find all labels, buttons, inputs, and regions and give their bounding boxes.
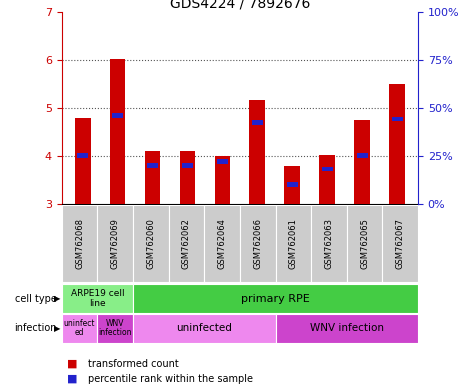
Bar [169, 205, 204, 282]
Text: percentile rank within the sample: percentile rank within the sample [88, 374, 253, 384]
Bar [97, 205, 133, 282]
Bar [249, 100, 265, 204]
Bar [110, 59, 125, 204]
Bar [311, 205, 347, 282]
Bar [133, 284, 418, 313]
Bar [77, 153, 88, 158]
Text: cell type: cell type [15, 293, 57, 304]
Text: GSM762064: GSM762064 [218, 218, 227, 269]
Bar [204, 205, 240, 282]
Text: ▶: ▶ [54, 294, 61, 303]
Bar [276, 314, 418, 343]
Bar [62, 314, 97, 343]
Bar [252, 121, 263, 125]
Bar [322, 167, 332, 171]
Bar [276, 205, 311, 282]
Bar [357, 153, 368, 158]
Text: GSM762063: GSM762063 [324, 218, 333, 269]
Bar [62, 205, 97, 282]
Bar [347, 205, 382, 282]
Text: infection: infection [15, 323, 57, 333]
Text: GSM762069: GSM762069 [111, 218, 120, 269]
Text: uninfect
ed: uninfect ed [64, 319, 95, 337]
Bar [133, 314, 276, 343]
Bar [240, 205, 276, 282]
Text: WNV
infection: WNV infection [98, 319, 132, 337]
Title: GDS4224 / 7892676: GDS4224 / 7892676 [170, 0, 310, 10]
Text: GSM762062: GSM762062 [182, 218, 191, 269]
Text: WNV infection: WNV infection [310, 323, 384, 333]
Text: ARPE19 cell
line: ARPE19 cell line [71, 289, 124, 308]
Text: uninfected: uninfected [176, 323, 232, 333]
Bar [287, 182, 298, 187]
Bar [217, 159, 228, 164]
Text: GSM762068: GSM762068 [75, 218, 84, 269]
Text: ▶: ▶ [54, 324, 61, 333]
Text: transformed count: transformed count [88, 359, 179, 369]
Text: primary RPE: primary RPE [241, 293, 310, 304]
Bar [182, 163, 193, 167]
Bar [215, 156, 230, 204]
Bar [391, 117, 402, 121]
Bar [147, 163, 158, 167]
Bar [62, 284, 133, 313]
Text: GSM762060: GSM762060 [146, 218, 155, 269]
Bar [285, 166, 300, 204]
Bar [133, 205, 169, 282]
Text: GSM762066: GSM762066 [253, 218, 262, 269]
Bar [354, 119, 370, 204]
Bar [180, 151, 195, 204]
Text: ■: ■ [66, 359, 77, 369]
Text: GSM762061: GSM762061 [289, 218, 298, 269]
Bar [112, 113, 123, 118]
Bar [319, 155, 335, 204]
Text: GSM762065: GSM762065 [360, 218, 369, 269]
Bar [97, 314, 133, 343]
Bar [75, 118, 91, 204]
Text: ■: ■ [66, 374, 77, 384]
Bar [145, 151, 161, 204]
Bar [382, 205, 418, 282]
Bar [389, 84, 405, 204]
Text: GSM762067: GSM762067 [396, 218, 405, 269]
